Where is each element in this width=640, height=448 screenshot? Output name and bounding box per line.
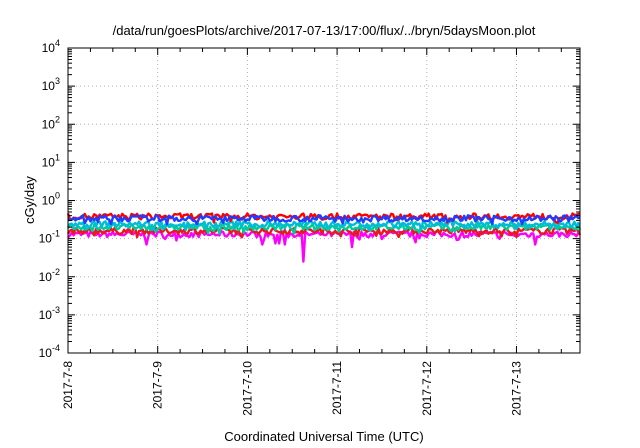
y-tick-label: 10-2	[39, 267, 60, 284]
data-series-group	[66, 212, 582, 263]
series-line-1	[67, 230, 581, 263]
grid-lines	[68, 48, 580, 353]
series-line-4	[66, 219, 581, 232]
y-tick-label: 10-4	[39, 343, 60, 360]
y-tick-label: 103	[42, 76, 60, 93]
x-tick-label: 2017-7-9	[151, 361, 165, 409]
chart-title: /data/run/goesPlots/archive/2017-07-13/1…	[113, 23, 536, 38]
y-tick-label: 104	[42, 38, 60, 55]
x-tick-label: 2017-7-8	[61, 361, 75, 409]
y-tick-label: 10-3	[39, 305, 60, 322]
y-tick-label: 101	[42, 152, 60, 169]
x-tick-label: 2017-7-10	[240, 361, 254, 416]
y-tick-label: 10-1	[39, 229, 60, 246]
plot-area-frame	[67, 47, 581, 354]
y-tick-label: 102	[42, 114, 60, 131]
series-line-6	[68, 214, 581, 226]
x-axis-label: Coordinated Universal Time (UTC)	[224, 429, 423, 444]
x-tick-label: 2017-7-12	[420, 361, 434, 416]
x-tick-label: 2017-7-13	[509, 361, 523, 416]
y-axis-label: cGy/day	[22, 176, 37, 224]
y-tick-label: 100	[42, 191, 60, 208]
x-tick-label: 2017-7-11	[330, 361, 344, 415]
axis-ticks: 10-4 10-3 10-2 10-1 100 101 102 103 104 2017-7-8 2…	[39, 38, 580, 416]
